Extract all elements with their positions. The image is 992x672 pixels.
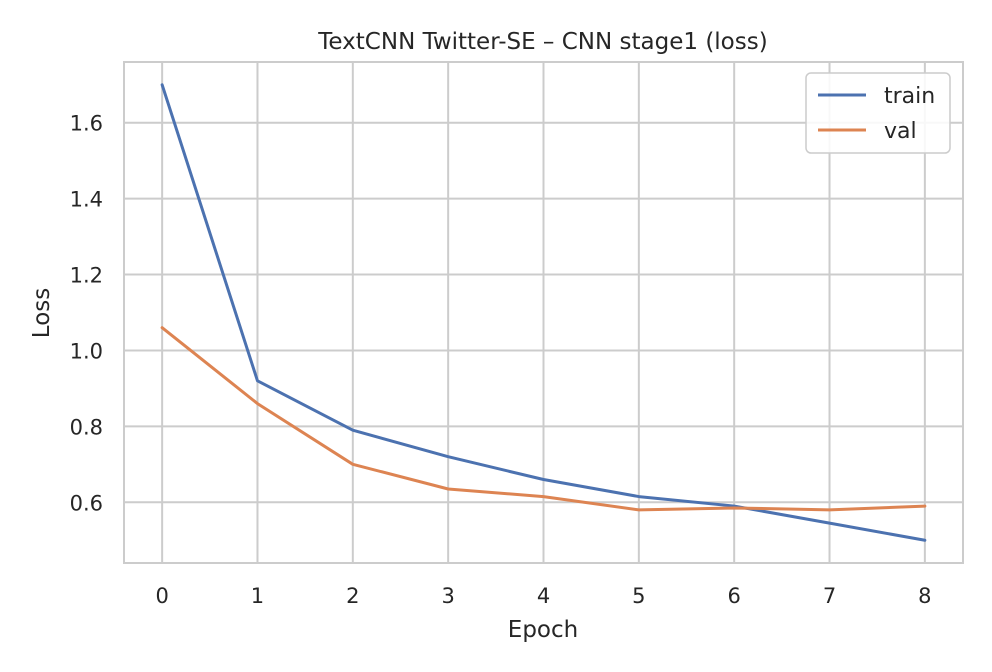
x-tick-label: 6 bbox=[727, 584, 740, 608]
x-tick-label: 7 bbox=[823, 584, 836, 608]
y-tick-label: 1.0 bbox=[70, 339, 103, 363]
legend-label-val: val bbox=[884, 119, 917, 144]
x-tick-label: 2 bbox=[346, 584, 359, 608]
plot-frame bbox=[123, 61, 964, 564]
legend: train val bbox=[805, 72, 951, 154]
y-axis-label: Loss bbox=[29, 288, 55, 338]
x-tick-label: 3 bbox=[441, 584, 454, 608]
x-tick-label: 4 bbox=[537, 584, 550, 608]
x-tick-labels: 0 1 2 3 4 5 6 7 8 bbox=[155, 584, 931, 608]
x-axis-label: Epoch bbox=[508, 617, 578, 643]
y-tick-label: 0.8 bbox=[70, 415, 103, 439]
x-tick-label: 1 bbox=[251, 584, 264, 608]
legend-label-train: train bbox=[884, 84, 935, 109]
y-tick-label: 1.6 bbox=[70, 112, 103, 136]
x-tick-label: 8 bbox=[918, 584, 931, 608]
series-line-val bbox=[160, 326, 927, 512]
y-tick-labels: 0.6 0.8 1.0 1.2 1.4 1.6 bbox=[70, 112, 103, 516]
y-tick-label: 0.6 bbox=[70, 491, 103, 515]
series-lines bbox=[160, 83, 927, 542]
series-line-train bbox=[160, 83, 927, 542]
x-tick-label: 0 bbox=[155, 584, 168, 608]
legend-box bbox=[805, 72, 951, 154]
y-tick-label: 1.4 bbox=[70, 188, 103, 212]
x-tick-label: 5 bbox=[632, 584, 645, 608]
y-tick-label: 1.2 bbox=[70, 264, 103, 288]
chart-title: TextCNN Twitter-SE – CNN stage1 (loss) bbox=[317, 29, 767, 55]
